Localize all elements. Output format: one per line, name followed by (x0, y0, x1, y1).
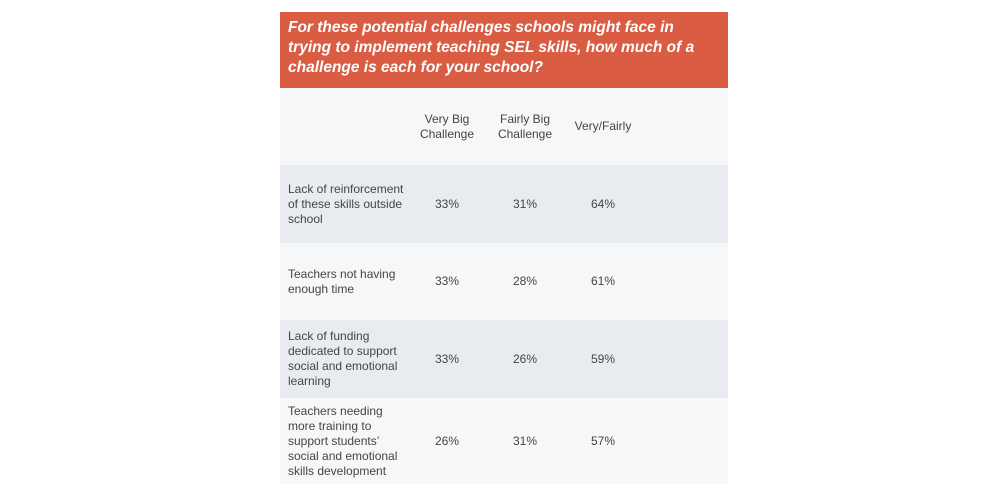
column-header: Fairly Big Challenge (497, 111, 553, 141)
table-row: Lack of funding dedicated to support soc… (280, 320, 728, 398)
cell-value: 59% (590, 351, 616, 366)
title: For these potential challenges schools m… (280, 12, 728, 88)
header-spacer (280, 122, 408, 132)
table-row: Teachers needing more training to suppor… (280, 398, 728, 484)
table-panel: For these potential challenges schools m… (280, 12, 728, 484)
row-label: Lack of funding dedicated to support soc… (288, 329, 398, 388)
cell-value: 33% (434, 196, 460, 211)
column-header: Very/Fairly (574, 119, 632, 133)
cell-value: 26% (434, 433, 460, 448)
row-label: Teachers needing more training to suppor… (288, 403, 398, 478)
table-row: Lack of reinforcement of these skills ou… (280, 165, 728, 243)
table-row: Teachers not having enough time 33% 28% 61% (280, 243, 728, 320)
cell-value: 61% (590, 274, 616, 288)
cell-value: 33% (434, 351, 460, 366)
cell-value: 28% (512, 274, 538, 288)
table-body: Lack of reinforcement of these skills ou… (280, 165, 728, 484)
row-label: Lack of reinforcement of these skills ou… (288, 181, 404, 226)
row-label: Teachers not having enough time (288, 266, 396, 296)
cell-value: 31% (512, 433, 538, 448)
cell-value: 31% (512, 196, 538, 211)
cell-value: 64% (590, 196, 616, 211)
cell-value: 33% (434, 274, 460, 288)
cell-value: 26% (512, 351, 538, 366)
cell-value: 57% (590, 433, 616, 448)
header-row: Very Big Challenge Fairly Big Challenge Ve… (280, 88, 728, 165)
column-header: Very Big Challenge (419, 111, 475, 141)
